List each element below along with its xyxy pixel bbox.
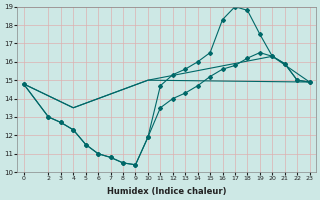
X-axis label: Humidex (Indice chaleur): Humidex (Indice chaleur) bbox=[107, 187, 226, 196]
